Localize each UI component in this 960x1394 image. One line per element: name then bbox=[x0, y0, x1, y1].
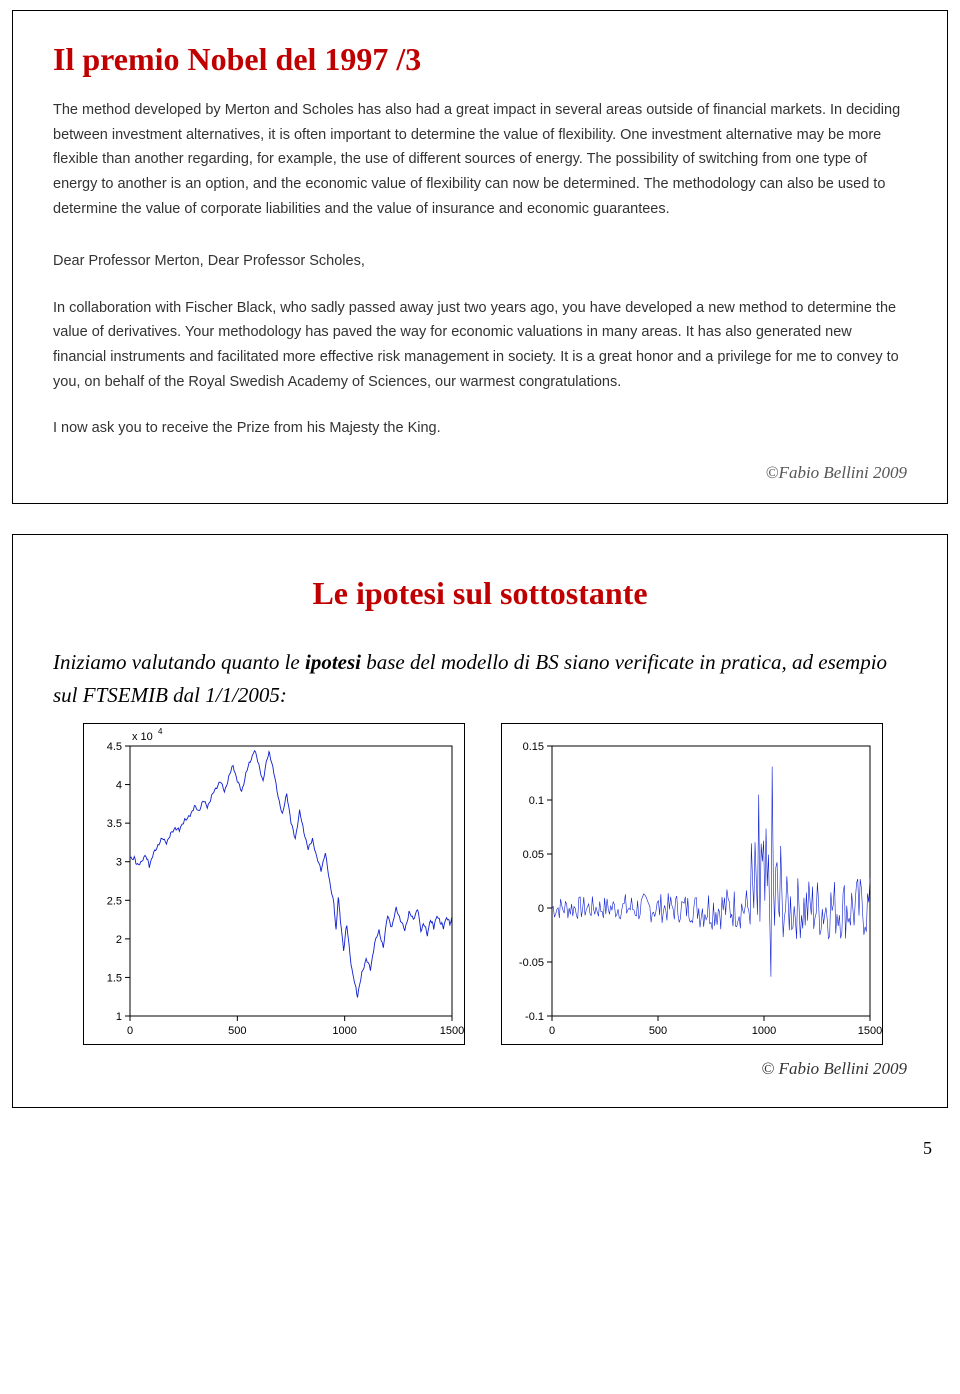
intro-a: Iniziamo valutando quanto le bbox=[53, 650, 305, 674]
svg-text:1000: 1000 bbox=[332, 1025, 356, 1037]
svg-text:4: 4 bbox=[116, 780, 122, 792]
svg-text:1500: 1500 bbox=[858, 1025, 882, 1037]
charts-row: 11.522.533.544.5050010001500x 104 -0.1-0… bbox=[53, 723, 907, 1045]
svg-text:2.5: 2.5 bbox=[107, 895, 122, 907]
svg-text:3: 3 bbox=[116, 857, 122, 869]
svg-text:0: 0 bbox=[538, 903, 544, 915]
paragraph-collab: In collaboration with Fischer Black, who… bbox=[53, 296, 907, 395]
svg-text:1500: 1500 bbox=[440, 1025, 464, 1037]
slide-footer: ©Fabio Bellini 2009 bbox=[53, 463, 907, 483]
svg-text:3.5: 3.5 bbox=[107, 818, 122, 830]
svg-text:-0.1: -0.1 bbox=[525, 1011, 544, 1023]
svg-text:500: 500 bbox=[228, 1025, 246, 1037]
svg-text:x 10: x 10 bbox=[132, 731, 153, 743]
intro-text: Iniziamo valutando quanto le ipotesi bas… bbox=[53, 646, 907, 711]
svg-text:2: 2 bbox=[116, 934, 122, 946]
intro-b: ipotesi bbox=[305, 650, 361, 674]
paragraph-method: The method developed by Merton and Schol… bbox=[53, 98, 907, 221]
chart-price: 1 1.5 2 2.5 3 3.5 4 4.5 0 500 1000 1500 x 10 4 bbox=[83, 723, 465, 1045]
footer-text-copyright: ©Fabio Bellini 2009 bbox=[766, 463, 907, 483]
svg-text:-0.05: -0.05 bbox=[519, 957, 544, 969]
slide-nobel-3: Il premio Nobel del 1997 /3 The method d… bbox=[12, 10, 948, 504]
svg-text:1: 1 bbox=[116, 1011, 122, 1023]
svg-text:0: 0 bbox=[127, 1025, 133, 1037]
page-number: 5 bbox=[0, 1138, 932, 1159]
svg-text:4: 4 bbox=[158, 727, 163, 736]
svg-text:0: 0 bbox=[549, 1025, 555, 1037]
slide-title: Il premio Nobel del 1997 /3 bbox=[53, 41, 907, 78]
svg-text:1000: 1000 bbox=[752, 1025, 776, 1037]
svg-text:0.1: 0.1 bbox=[529, 795, 544, 807]
paragraph-receive: I now ask you to receive the Prize from … bbox=[53, 416, 907, 441]
svg-text:500: 500 bbox=[649, 1025, 667, 1037]
chart-returns: -0.1 -0.05 0 0.05 0.1 0.15 0 500 1000 1500 bbox=[501, 723, 883, 1045]
slide-footer: © Fabio Bellini 2009 bbox=[53, 1059, 907, 1079]
svg-text:1.5: 1.5 bbox=[107, 973, 122, 985]
slide-ipotesi: Le ipotesi sul sottostante Iniziamo valu… bbox=[12, 534, 948, 1108]
svg-text:0.05: 0.05 bbox=[523, 849, 544, 861]
svg-text:0.15: 0.15 bbox=[523, 741, 544, 753]
slide-title: Le ipotesi sul sottostante bbox=[53, 575, 907, 612]
svg-text:4.5: 4.5 bbox=[107, 741, 122, 753]
paragraph-dear: Dear Professor Merton, Dear Professor Sc… bbox=[53, 249, 907, 274]
